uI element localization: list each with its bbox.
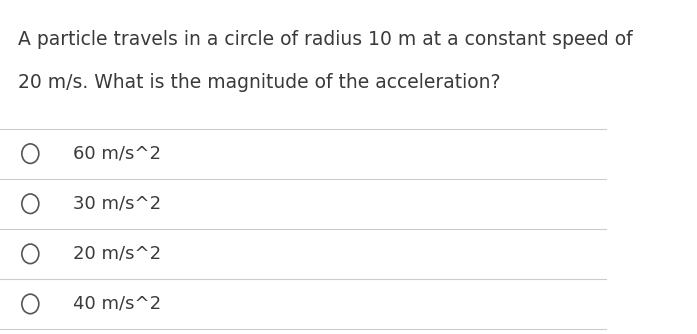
Text: A particle travels in a circle of radius 10 m at a constant speed of: A particle travels in a circle of radius… — [18, 30, 633, 49]
Text: 40 m/s^2: 40 m/s^2 — [72, 295, 161, 313]
Text: 20 m/s. What is the magnitude of the acceleration?: 20 m/s. What is the magnitude of the acc… — [18, 73, 500, 93]
Text: 20 m/s^2: 20 m/s^2 — [72, 245, 161, 263]
Text: 30 m/s^2: 30 m/s^2 — [72, 195, 161, 213]
Text: 60 m/s^2: 60 m/s^2 — [72, 145, 161, 163]
